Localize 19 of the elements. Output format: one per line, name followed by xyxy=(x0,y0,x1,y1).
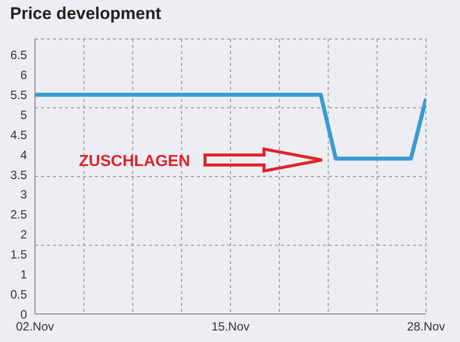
x-tick-label: 15.Nov xyxy=(211,320,250,334)
y-tick-label: 5 xyxy=(20,108,28,122)
y-tick-label: 6.5 xyxy=(10,48,28,62)
y-tick-label: 4 xyxy=(20,148,28,162)
x-tick-label: 02.Nov xyxy=(16,320,54,334)
y-tick-label: 2.5 xyxy=(10,208,28,222)
y-tick-label: 4.5 xyxy=(10,128,28,142)
y-tick-label: 0.5 xyxy=(10,287,28,302)
y-tick-label: 5.5 xyxy=(10,88,28,102)
y-tick-label: 1 xyxy=(20,267,28,282)
y-tick-label: 3.5 xyxy=(10,168,28,182)
annotation: ZUSCHLAGEN xyxy=(78,153,190,170)
x-tick-label: 28.Nov xyxy=(406,320,446,334)
y-tick-label: 2 xyxy=(20,228,28,242)
y-tick-label: 1.5 xyxy=(10,247,28,262)
y-tick-label: 0 xyxy=(20,307,28,322)
y-tick-label: 6 xyxy=(20,68,28,82)
chart-title: Price development xyxy=(10,4,162,24)
y-tick-label: 3 xyxy=(20,188,28,202)
